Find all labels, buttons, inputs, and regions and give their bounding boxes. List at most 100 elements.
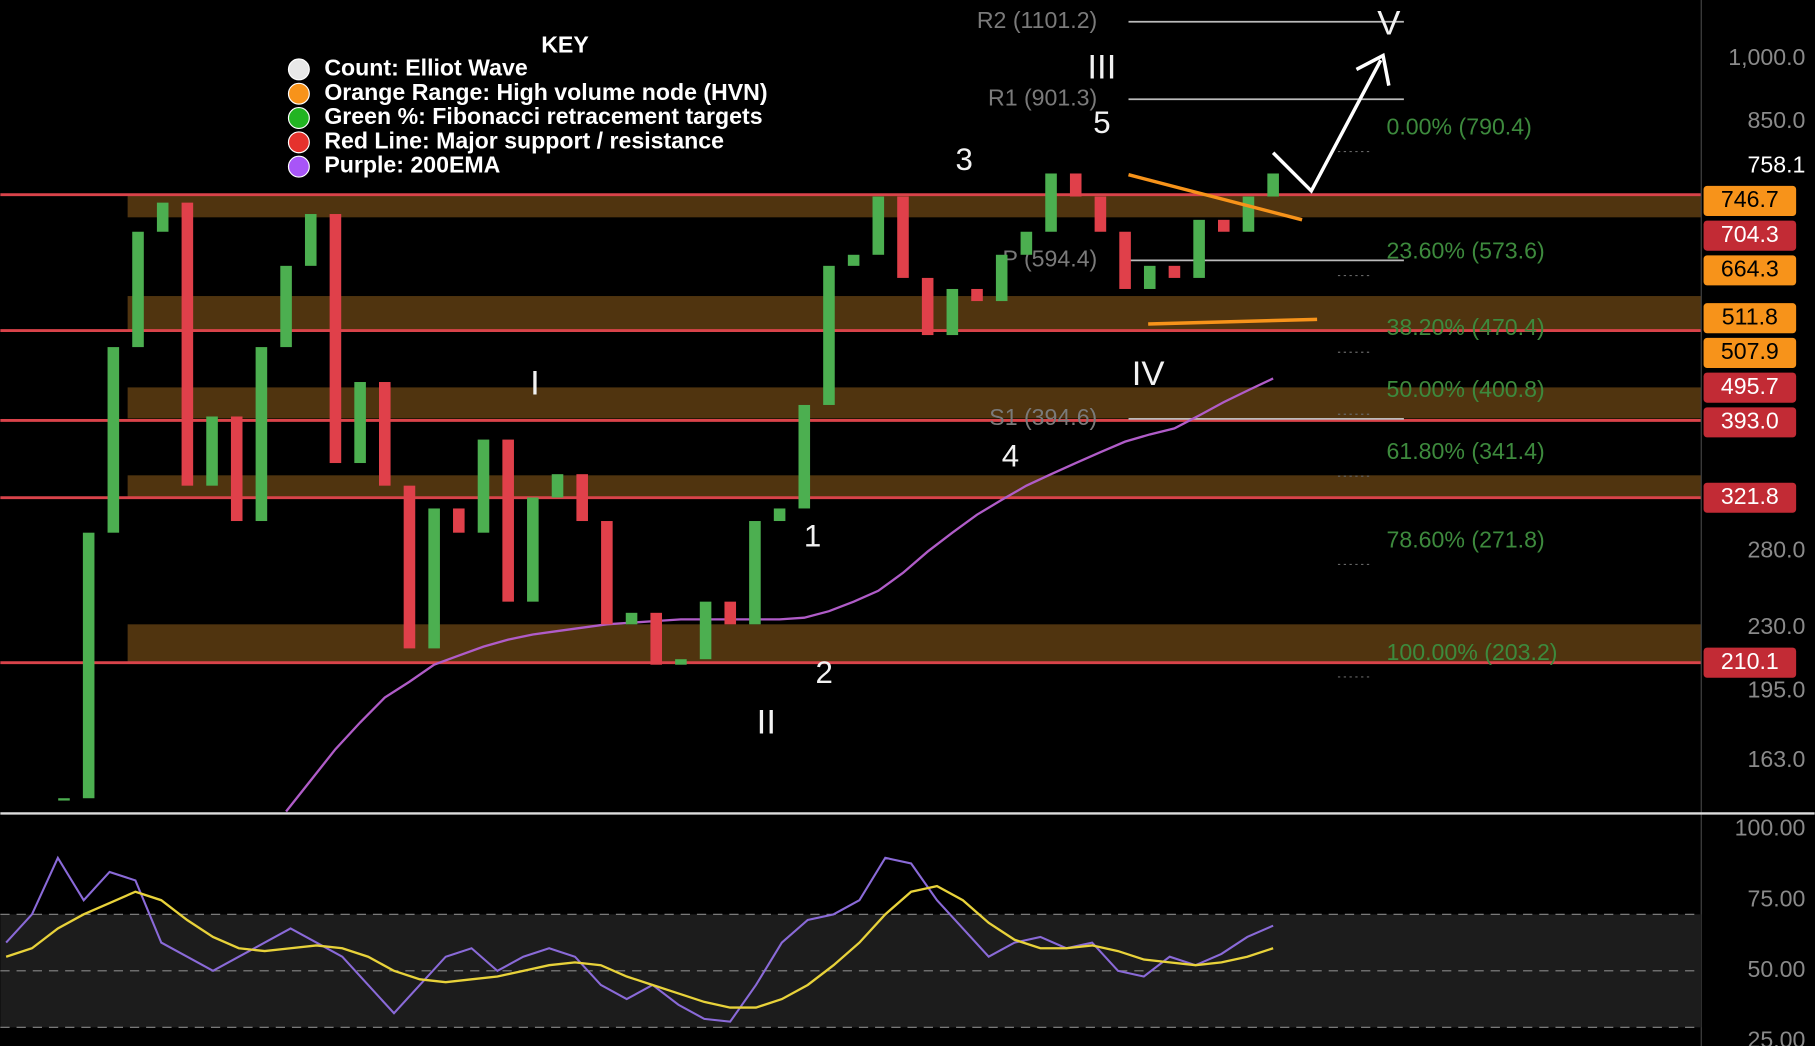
candle: [675, 659, 687, 665]
wave-label: 4: [1002, 438, 1019, 473]
price-tag-label: 210.1: [1721, 648, 1779, 674]
pivot-label: R2 (1101.2): [977, 7, 1097, 33]
candle: [304, 214, 317, 266]
y-tick-label: 280.0: [1748, 537, 1806, 563]
rsi-ma-line: [5, 884, 1274, 1009]
wave-label: 1: [804, 518, 821, 553]
candle: [206, 416, 218, 486]
fib-label: 50.00% (400.8): [1387, 376, 1545, 402]
candle: [1094, 196, 1107, 232]
candle: [773, 508, 786, 522]
fib-label: 38.20% (470.4): [1387, 314, 1545, 340]
candle: [132, 231, 144, 348]
hvn-range: [127, 624, 1702, 663]
price-tag: [1703, 482, 1797, 513]
key-label: Purple: 200EMA: [324, 152, 500, 178]
candle: [1193, 219, 1205, 278]
candle: [477, 439, 490, 533]
y-tick-label: 230.0: [1748, 613, 1806, 639]
candle: [625, 612, 638, 625]
price-tag: [1703, 647, 1797, 678]
price-tag: [1703, 303, 1797, 334]
candle: [1267, 173, 1279, 197]
candle: [378, 382, 391, 486]
price-tag: [1703, 185, 1797, 216]
price-tag: [1703, 220, 1797, 251]
key-title: KEY: [541, 31, 589, 57]
candle: [971, 288, 983, 302]
ema-line: [285, 377, 1274, 813]
hvn-range: [127, 296, 1702, 331]
wave-label: II: [757, 704, 776, 742]
candle: [181, 202, 194, 486]
candle: [872, 196, 885, 255]
fib-label: 61.80% (341.4): [1387, 438, 1545, 464]
candle: [699, 601, 712, 660]
candle: [1045, 173, 1057, 232]
projection-arrow: [1271, 59, 1383, 194]
rsi-tick-label: 50.00: [1748, 956, 1806, 982]
candle: [650, 612, 663, 665]
candle: [453, 508, 465, 533]
price-tag-label: 495.7: [1721, 373, 1779, 399]
candle: [897, 196, 909, 278]
candle: [107, 347, 120, 533]
candle: [798, 404, 811, 509]
key-label: Red Line: Major support / resistance: [324, 127, 724, 153]
rsi-tick-label: 100.00: [1735, 815, 1806, 841]
fib-label: 23.60% (573.6): [1387, 238, 1545, 264]
hvn-range: [127, 475, 1702, 498]
wave-label: III: [1087, 49, 1116, 87]
candle: [847, 254, 860, 266]
candle: [601, 521, 613, 625]
key-swatch: [287, 58, 310, 81]
price-tag-label: 393.0: [1721, 407, 1779, 433]
candle: [428, 508, 440, 649]
wave-label: 2: [816, 655, 833, 690]
price-tag: [1703, 407, 1797, 438]
pivot-label: R1 (901.3): [988, 84, 1097, 110]
triangle-top: [1128, 173, 1303, 222]
y-tick-label: 758.1: [1748, 151, 1806, 177]
candle: [329, 214, 342, 464]
candle: [403, 485, 416, 649]
fib-label: 0.00% (790.4): [1387, 114, 1532, 140]
key-label: Count: Elliot Wave: [324, 55, 528, 81]
candle: [1143, 265, 1156, 289]
candle: [82, 532, 95, 799]
candle: [230, 416, 243, 522]
price-tag-label: 664.3: [1721, 255, 1779, 281]
candle: [921, 277, 934, 336]
y-tick-label: 195.0: [1748, 677, 1806, 703]
key-swatch: [287, 82, 310, 105]
key-label: Orange Range: High volume node (HVN): [324, 79, 767, 105]
price-tag: [1703, 255, 1797, 286]
price-tag-label: 704.3: [1721, 221, 1779, 247]
wave-label: 3: [956, 142, 973, 177]
candle: [527, 497, 539, 602]
candle: [724, 601, 737, 625]
price-tag: [1703, 372, 1797, 403]
candle: [1242, 196, 1255, 232]
candle: [1217, 219, 1230, 232]
price-tag-label: 511.8: [1722, 303, 1778, 329]
y-tick-label: 850.0: [1748, 107, 1806, 133]
candle: [551, 474, 564, 498]
price-tag-label: 321.8: [1721, 483, 1779, 509]
key-swatch: [287, 155, 310, 178]
candle: [255, 347, 268, 522]
candle: [1020, 231, 1033, 255]
candle: [502, 439, 514, 602]
triangle-bottom: [1148, 317, 1318, 326]
candle: [280, 265, 292, 348]
wave-label: 5: [1093, 105, 1110, 140]
pivot-label: P (594.4): [1003, 245, 1098, 271]
rsi-line: [5, 855, 1274, 1023]
candle: [995, 254, 1008, 302]
wave-label: I: [530, 364, 540, 402]
arrow-head: [1355, 52, 1391, 86]
